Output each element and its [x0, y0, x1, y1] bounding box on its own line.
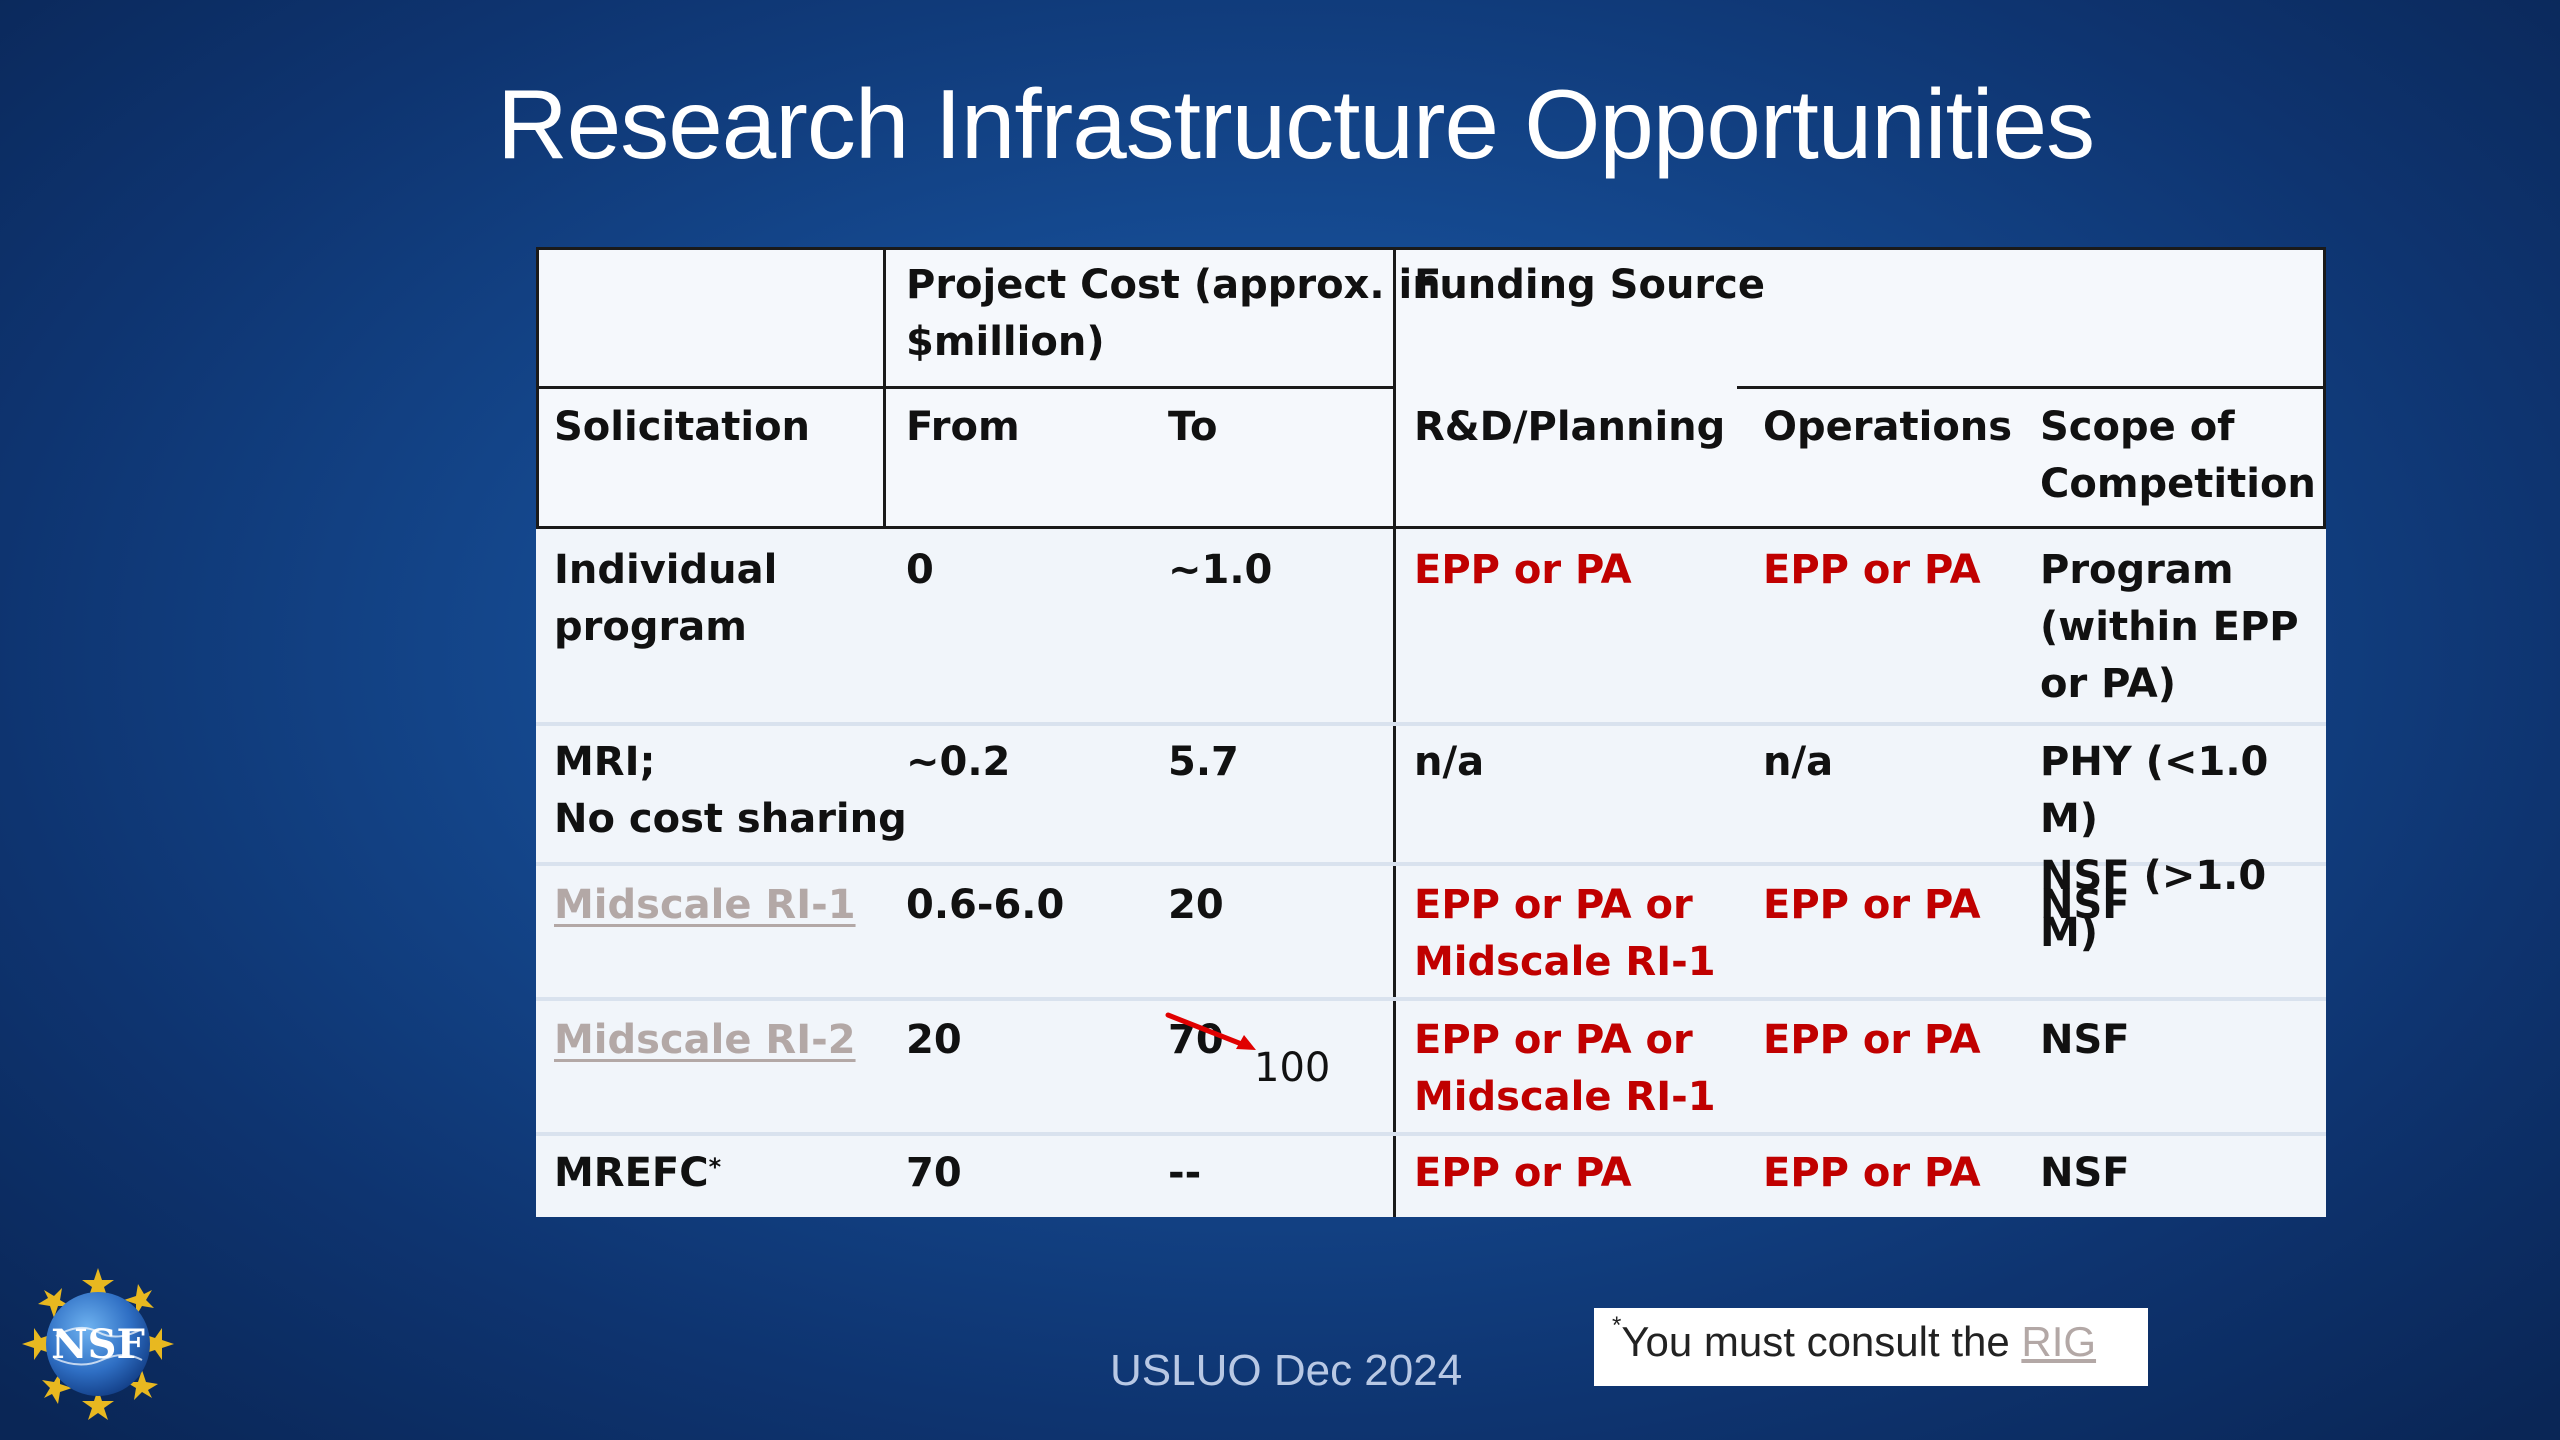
slide-title: Research Infrastructure Opportunities [497, 69, 2095, 179]
header-scope: Scope of Competition [2040, 404, 2316, 507]
row-mri-from: ~0.2 [906, 739, 1011, 785]
row-ri1-scope: NSF [2040, 882, 2130, 928]
row-ri2-scope: NSF [2040, 1017, 2130, 1063]
note-text: You must consult the [1621, 1318, 2022, 1365]
row-mrefc-scope: NSF [2040, 1150, 2130, 1196]
row-separator [536, 997, 2326, 1001]
header-project-cost: Project Cost (approx. in $million) [906, 262, 1441, 365]
header-divider [536, 386, 1393, 389]
row-mri-solicitation: MRI; No cost sharing [554, 739, 907, 842]
row-ri2-to-corrected: 100 [1254, 1045, 1331, 1091]
row-individual-to: ~1.0 [1168, 547, 1273, 593]
header-solicitation: Solicitation [554, 404, 811, 450]
rig-link[interactable]: RIG [2021, 1318, 2097, 1365]
row-mrefc-to: -- [1168, 1150, 1202, 1196]
cost-funding-divider [1393, 247, 1396, 1217]
header-operations: Operations [1763, 404, 2013, 450]
row-ri2-rd: EPP or PA or Midscale RI-1 [1414, 1017, 1716, 1120]
rig-note: *You must consult the RIG [1594, 1308, 2148, 1386]
row-ri1-to: 20 [1168, 882, 1224, 928]
row-separator [536, 722, 2326, 726]
row-mri-ops: n/a [1763, 739, 1834, 785]
row-individual-scope: Program (within EPP or PA) [2040, 547, 2299, 707]
opportunities-table: Project Cost (approx. in $million) Fundi… [536, 247, 2326, 1217]
strike-arrow-annotation [1165, 1012, 1256, 1050]
row-mri-scope: PHY (<1.0 M) NSF (>1.0 M) [2040, 739, 2269, 956]
header-from: From [906, 404, 1020, 450]
footnote-mark: * [708, 1153, 722, 1181]
row-ri1-from: 0.6-6.0 [906, 882, 1065, 928]
header-rd-planning: R&D/Planning [1414, 404, 1726, 450]
row-individual-rd: EPP or PA [1414, 547, 1632, 593]
row-ri1-ops: EPP or PA [1763, 882, 1981, 928]
row-mrefc-solicitation: MREFC* [554, 1150, 722, 1196]
header-funding-source: Funding Source [1414, 262, 1765, 308]
midscale-ri1-link[interactable]: Midscale RI-1 [554, 882, 856, 928]
row-mri-rd: n/a [1414, 739, 1485, 785]
header-to: To [1168, 404, 1218, 450]
row-ri2-from: 20 [906, 1017, 962, 1063]
row-mrefc-rd: EPP or PA [1414, 1150, 1632, 1196]
row-ri2-ops: EPP or PA [1763, 1017, 1981, 1063]
slide-footer: USLUO Dec 2024 [1110, 1346, 1463, 1395]
row-individual-ops: EPP or PA [1763, 547, 1981, 593]
row-ri1-rd: EPP or PA or Midscale RI-1 [1414, 882, 1716, 985]
row-mrefc-ops: EPP or PA [1763, 1150, 1981, 1196]
row-separator [536, 1132, 2326, 1136]
row-individual-from: 0 [906, 547, 934, 593]
logo-text: NSF [51, 1321, 145, 1368]
row-mrefc-from: 70 [906, 1150, 962, 1196]
note-mark: * [1612, 1312, 1622, 1339]
row-mri-to: 5.7 [1168, 739, 1239, 785]
header-divider [1737, 386, 2326, 389]
row-separator [536, 862, 2326, 866]
row-individual-solicitation: Individual program [554, 547, 778, 650]
midscale-ri2-link[interactable]: Midscale RI-2 [554, 1017, 856, 1063]
nsf-logo-icon: NSF [22, 1268, 174, 1420]
